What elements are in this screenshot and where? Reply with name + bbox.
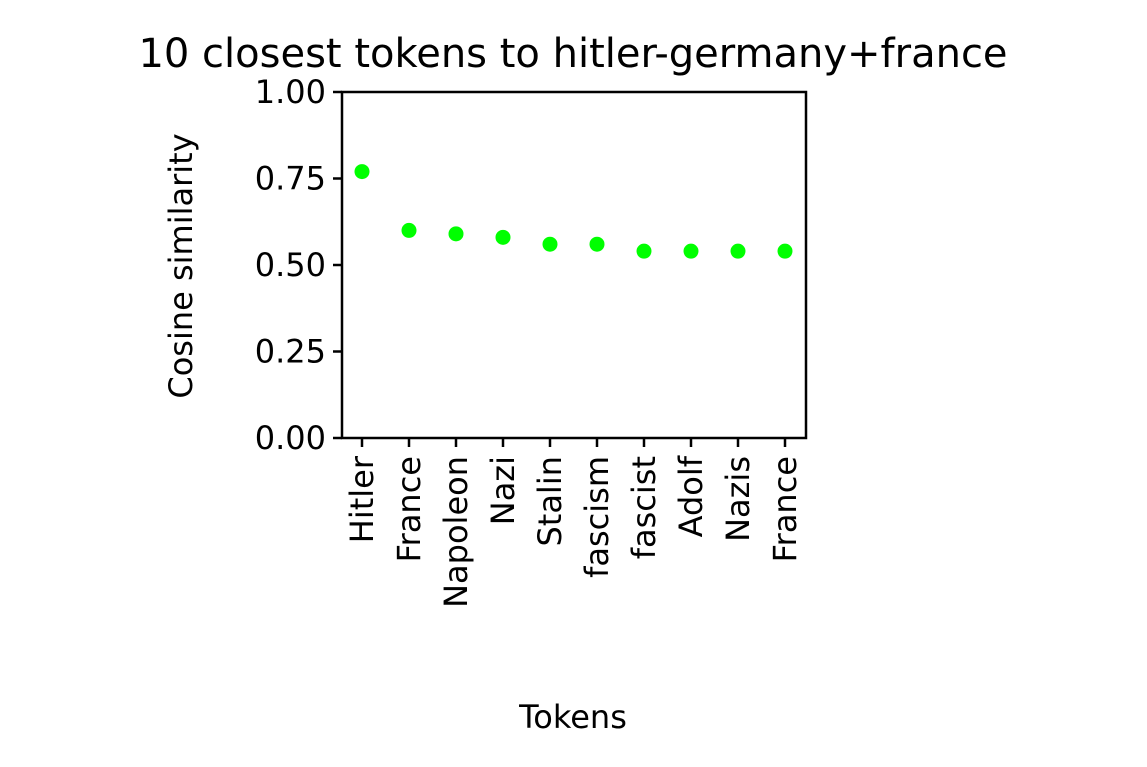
data-point bbox=[448, 226, 464, 242]
x-tick-label: Nazi bbox=[484, 456, 522, 525]
data-point bbox=[683, 243, 699, 259]
data-point bbox=[636, 243, 652, 259]
y-tick-label: 0.25 bbox=[255, 333, 326, 371]
data-point bbox=[495, 229, 511, 245]
data-point bbox=[777, 243, 793, 259]
x-tick-label: fascism bbox=[578, 456, 616, 578]
axes-frame bbox=[340, 90, 808, 440]
y-tick-label: 0.00 bbox=[255, 419, 326, 457]
x-tick-label: fascist bbox=[625, 456, 663, 559]
data-point bbox=[401, 222, 417, 238]
data-point bbox=[730, 243, 746, 259]
chart-title: 10 closest tokens to hitler-germany+fran… bbox=[138, 31, 1007, 77]
x-axis-label: Tokens bbox=[518, 698, 627, 736]
y-tick-label: 0.50 bbox=[255, 246, 326, 284]
x-tick-label: Nazis bbox=[719, 456, 757, 542]
x-tick-label: France bbox=[390, 456, 428, 562]
x-tick-label: Adolf bbox=[672, 455, 710, 537]
data-point bbox=[354, 164, 370, 180]
y-tick-label: 0.75 bbox=[255, 160, 326, 198]
x-tick-label: Napoleon bbox=[437, 456, 475, 608]
x-tick-label: Hitler bbox=[343, 455, 381, 543]
data-point bbox=[589, 236, 605, 252]
y-tick-label: 1.00 bbox=[255, 73, 326, 111]
data-point bbox=[542, 236, 558, 252]
y-axis-label: Cosine similarity bbox=[162, 133, 200, 398]
x-tick-label: France bbox=[766, 456, 804, 562]
x-tick-label: Stalin bbox=[531, 456, 569, 547]
